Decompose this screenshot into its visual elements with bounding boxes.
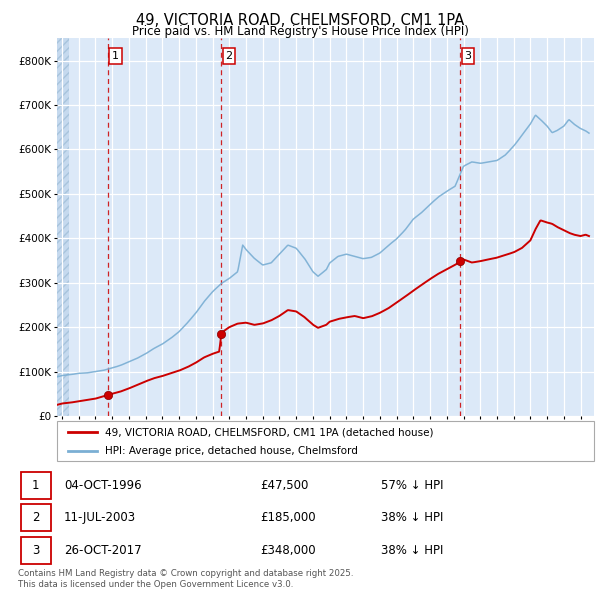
FancyBboxPatch shape: [57, 421, 594, 461]
Text: 38% ↓ HPI: 38% ↓ HPI: [381, 543, 443, 557]
Text: Price paid vs. HM Land Registry's House Price Index (HPI): Price paid vs. HM Land Registry's House …: [131, 25, 469, 38]
Text: 2: 2: [32, 511, 40, 525]
Text: 3: 3: [464, 51, 472, 61]
Text: £185,000: £185,000: [260, 511, 316, 525]
Text: HPI: Average price, detached house, Chelmsford: HPI: Average price, detached house, Chel…: [106, 447, 358, 456]
Text: 57% ↓ HPI: 57% ↓ HPI: [381, 478, 443, 492]
FancyBboxPatch shape: [21, 471, 51, 499]
Text: 49, VICTORIA ROAD, CHELMSFORD, CM1 1PA: 49, VICTORIA ROAD, CHELMSFORD, CM1 1PA: [136, 13, 464, 28]
FancyBboxPatch shape: [21, 536, 51, 564]
Text: £348,000: £348,000: [260, 543, 316, 557]
Text: 1: 1: [32, 478, 40, 492]
Text: 1: 1: [112, 51, 119, 61]
Text: 2: 2: [226, 51, 233, 61]
Text: 49, VICTORIA ROAD, CHELMSFORD, CM1 1PA (detached house): 49, VICTORIA ROAD, CHELMSFORD, CM1 1PA (…: [106, 427, 434, 437]
Text: 3: 3: [32, 543, 40, 557]
Text: 26-OCT-2017: 26-OCT-2017: [64, 543, 142, 557]
FancyBboxPatch shape: [21, 504, 51, 532]
Text: Contains HM Land Registry data © Crown copyright and database right 2025.
This d: Contains HM Land Registry data © Crown c…: [18, 569, 353, 589]
Text: 11-JUL-2003: 11-JUL-2003: [64, 511, 136, 525]
Text: 38% ↓ HPI: 38% ↓ HPI: [381, 511, 443, 525]
Text: 04-OCT-1996: 04-OCT-1996: [64, 478, 142, 492]
Text: £47,500: £47,500: [260, 478, 308, 492]
